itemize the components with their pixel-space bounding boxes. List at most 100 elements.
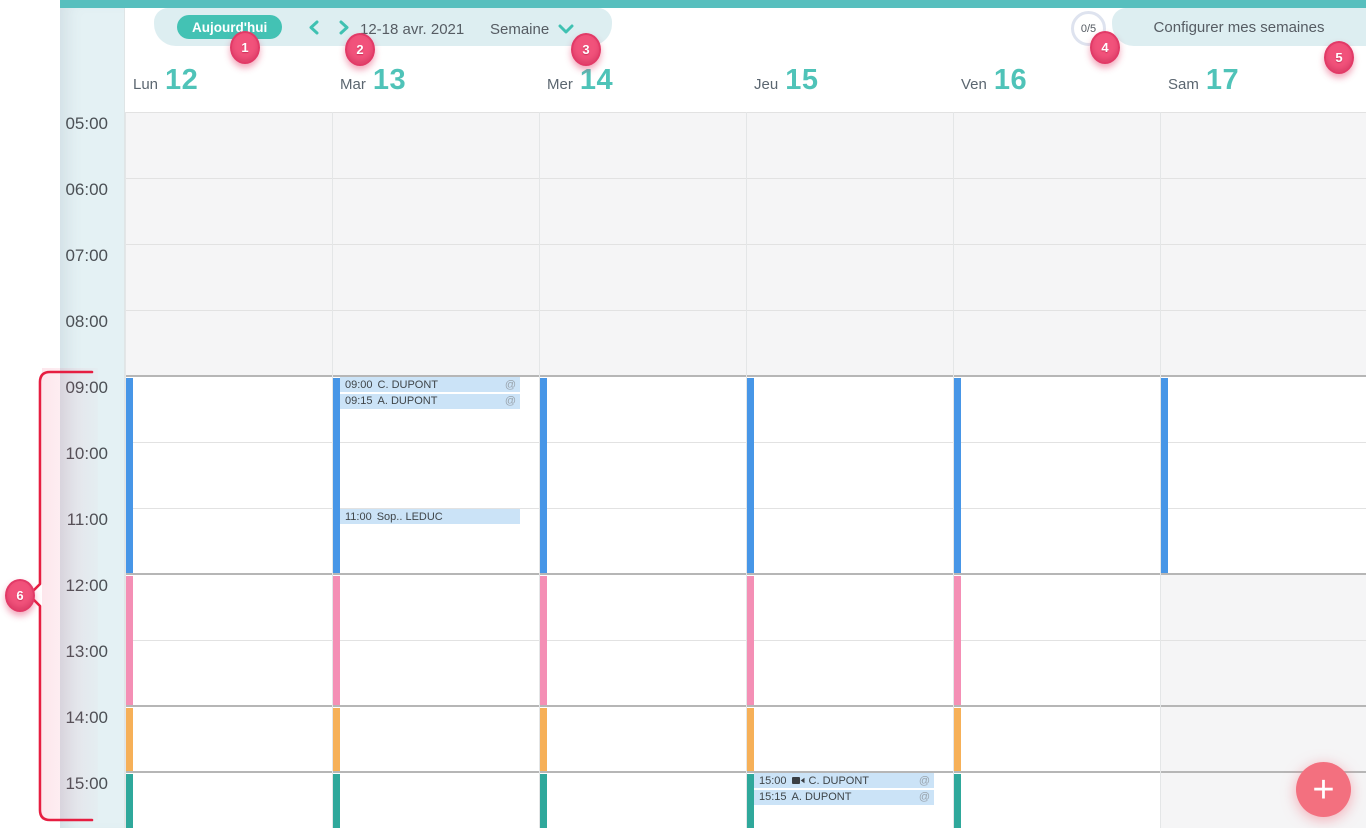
availability-bar bbox=[954, 576, 961, 705]
today-button[interactable]: Aujourd'hui bbox=[177, 15, 283, 39]
day-number: 13 bbox=[372, 64, 407, 96]
time-label: 09:00 bbox=[65, 378, 108, 397]
hour-gridline bbox=[125, 573, 1366, 575]
calendar-event[interactable]: 15:15 A. DUPONT @ bbox=[754, 789, 934, 805]
day-name: Ven bbox=[961, 76, 987, 93]
hour-gridline bbox=[125, 508, 1366, 509]
chevron-right-icon[interactable] bbox=[336, 20, 352, 35]
day-name: Sam bbox=[1168, 76, 1199, 93]
availability-bar bbox=[747, 708, 754, 771]
day-header: Jeu 15 bbox=[754, 64, 818, 97]
chevron-left-icon[interactable] bbox=[306, 20, 322, 35]
calendar-event[interactable]: 15:00 C. DUPONT @ bbox=[754, 773, 934, 788]
availability-bar bbox=[126, 378, 133, 573]
time-label: 05:00 bbox=[65, 114, 108, 133]
day-header: Mar 13 bbox=[340, 64, 406, 97]
hour-gridline bbox=[125, 112, 1366, 113]
configure-weeks-container: Configurer mes semaines bbox=[1112, 8, 1366, 46]
day-number: 17 bbox=[1205, 64, 1240, 96]
calendar-toolbar: Aujourd'hui 12-18 avr. 2021 Semaine bbox=[154, 8, 612, 46]
video-camera-icon bbox=[791, 776, 805, 785]
availability-bar bbox=[954, 378, 961, 573]
event-time: 09:15 bbox=[345, 395, 373, 407]
time-label: 10:00 bbox=[65, 444, 108, 463]
event-patient-name: A. DUPONT bbox=[791, 791, 852, 803]
event-patient-name: A. DUPONT bbox=[377, 395, 438, 407]
event-patient-name: C. DUPONT bbox=[377, 378, 439, 391]
event-time: 09:00 bbox=[345, 378, 373, 391]
annotation-badge-4: 4 bbox=[1090, 31, 1120, 64]
availability-bar bbox=[126, 708, 133, 771]
day-name: Mar bbox=[340, 76, 366, 93]
remote-at-badge: @ bbox=[918, 774, 930, 787]
day-header: Ven 16 bbox=[961, 64, 1027, 97]
availability-bar bbox=[954, 708, 961, 771]
remote-at-badge: @ bbox=[504, 395, 516, 407]
day-name: Mer bbox=[547, 76, 573, 93]
day-column-border bbox=[953, 112, 954, 828]
day-column-border bbox=[746, 112, 747, 828]
time-label: 14:00 bbox=[65, 708, 108, 727]
configure-weeks-button[interactable]: Configurer mes semaines bbox=[1153, 18, 1325, 36]
day-number: 12 bbox=[165, 64, 199, 96]
hour-gridline bbox=[125, 640, 1366, 641]
availability-bar bbox=[540, 378, 547, 573]
day-name: Jeu bbox=[754, 76, 779, 93]
hour-gridline bbox=[125, 442, 1366, 443]
time-label: 13:00 bbox=[65, 642, 108, 661]
time-label: 07:00 bbox=[65, 246, 108, 265]
time-label: 06:00 bbox=[65, 180, 108, 199]
view-selector[interactable]: Semaine bbox=[490, 21, 550, 38]
day-number: 16 bbox=[993, 64, 1028, 96]
event-time: 15:00 bbox=[759, 774, 787, 787]
hour-gridline bbox=[125, 375, 1366, 377]
event-patient-name: Sop.. LEDUC bbox=[376, 510, 443, 523]
hour-gridline bbox=[125, 244, 1366, 245]
annotation-badge-2: 2 bbox=[345, 33, 375, 66]
date-range-label: 12-18 avr. 2021 bbox=[360, 21, 465, 38]
day-name: Lun bbox=[133, 76, 159, 93]
add-appointment-button[interactable]: + bbox=[1296, 762, 1351, 817]
time-label: 12:00 bbox=[65, 576, 108, 595]
remote-at-badge: @ bbox=[504, 378, 516, 391]
availability-bar bbox=[126, 576, 133, 705]
top-accent-bar bbox=[60, 0, 1366, 8]
availability-bar bbox=[126, 774, 133, 828]
availability-bar bbox=[333, 378, 340, 573]
annotation-badge-6: 6 bbox=[5, 579, 35, 612]
annotation-bracket bbox=[27, 370, 94, 822]
calendar-event[interactable]: 09:15 A. DUPONT @ bbox=[340, 393, 520, 409]
availability-bar bbox=[333, 774, 340, 828]
time-label: 15:00 bbox=[65, 774, 108, 793]
availability-bar bbox=[1161, 378, 1168, 573]
time-label: 08:00 bbox=[65, 312, 108, 331]
chevron-down-icon[interactable] bbox=[558, 22, 574, 36]
availability-bar bbox=[333, 576, 340, 705]
calendar-event[interactable]: 11:00 Sop.. LEDUC bbox=[340, 509, 520, 524]
availability-bar bbox=[540, 774, 547, 828]
availability-bar bbox=[747, 378, 754, 573]
day-header: Mer 14 bbox=[547, 64, 613, 97]
availability-bar bbox=[747, 774, 754, 828]
event-time: 11:00 bbox=[345, 510, 372, 523]
annotation-badge-5: 5 bbox=[1324, 41, 1354, 74]
day-column-border bbox=[539, 112, 540, 828]
availability-bar bbox=[540, 708, 547, 771]
day-column-border bbox=[1160, 112, 1161, 828]
hour-gridline bbox=[125, 705, 1366, 707]
hour-gridline bbox=[125, 178, 1366, 179]
event-patient-name: C. DUPONT bbox=[808, 774, 870, 787]
time-gutter bbox=[60, 8, 125, 828]
availability-bar bbox=[333, 708, 340, 771]
day-header: Sam 17 bbox=[1168, 64, 1239, 97]
day-column-border bbox=[125, 112, 126, 828]
hour-gridline bbox=[125, 310, 1366, 311]
day-number: 15 bbox=[785, 64, 819, 96]
availability-bar bbox=[954, 774, 961, 828]
annotation-badge-1: 1 bbox=[230, 31, 260, 64]
remote-at-badge: @ bbox=[918, 791, 930, 803]
calendar-event[interactable]: 09:00 C. DUPONT @ bbox=[340, 377, 520, 392]
day-column-border bbox=[332, 112, 333, 828]
availability-bar bbox=[747, 576, 754, 705]
